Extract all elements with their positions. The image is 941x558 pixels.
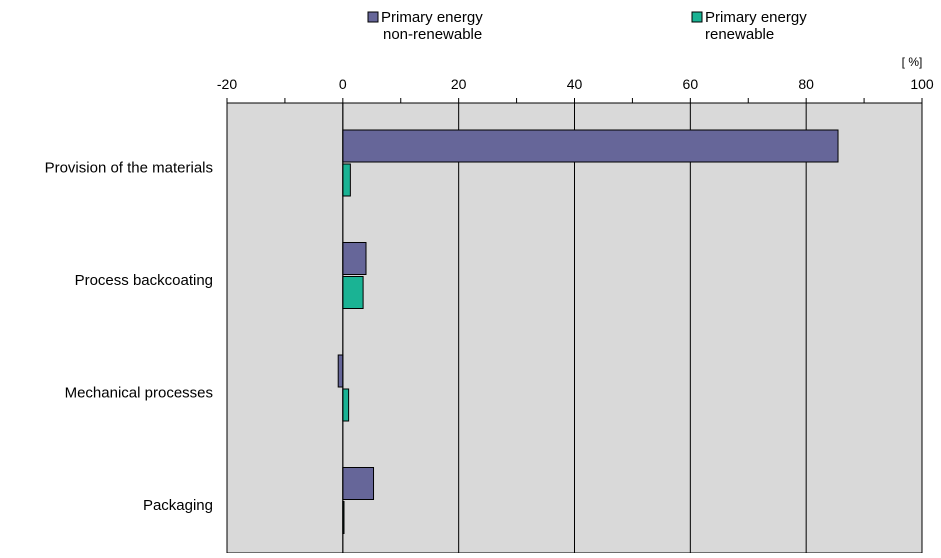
category-label: Packaging <box>143 497 213 514</box>
category-labels: Provision of the materials Process backco… <box>45 159 213 514</box>
legend-swatch <box>367 11 379 23</box>
legend-swatch <box>691 11 703 23</box>
x-tick-label: 40 <box>567 76 583 92</box>
category-label: Provision of the materials <box>45 159 213 176</box>
bar-non-renewable <box>337 354 344 388</box>
x-tick-label: 80 <box>798 76 814 92</box>
x-tick-label: 60 <box>683 76 699 92</box>
legend-label: Primary energy <box>381 9 483 26</box>
legend-label: renewable <box>705 26 774 43</box>
x-tick-label: 0 <box>339 76 347 92</box>
bar-renewable <box>342 388 350 422</box>
x-tick-label: 20 <box>451 76 467 92</box>
bar-non-renewable <box>342 467 375 500</box>
bar-renewable <box>342 163 351 197</box>
bar-non-renewable <box>342 242 367 275</box>
bar-renewable <box>342 276 364 309</box>
x-tick-label: 100 <box>910 76 934 92</box>
category-label: Mechanical processes <box>65 384 213 401</box>
x-tick-label: -20 <box>217 76 237 92</box>
unit-label: [ %] <box>902 55 923 69</box>
bar-non-renewable <box>342 129 839 163</box>
bars <box>337 103 839 553</box>
legend-label: non-renewable <box>383 26 482 43</box>
category-label: Process backcoating <box>75 272 213 289</box>
legend-label: Primary energy <box>705 9 807 26</box>
x-axis: [ %] -20 0 20 40 60 80 100 <box>217 55 934 104</box>
